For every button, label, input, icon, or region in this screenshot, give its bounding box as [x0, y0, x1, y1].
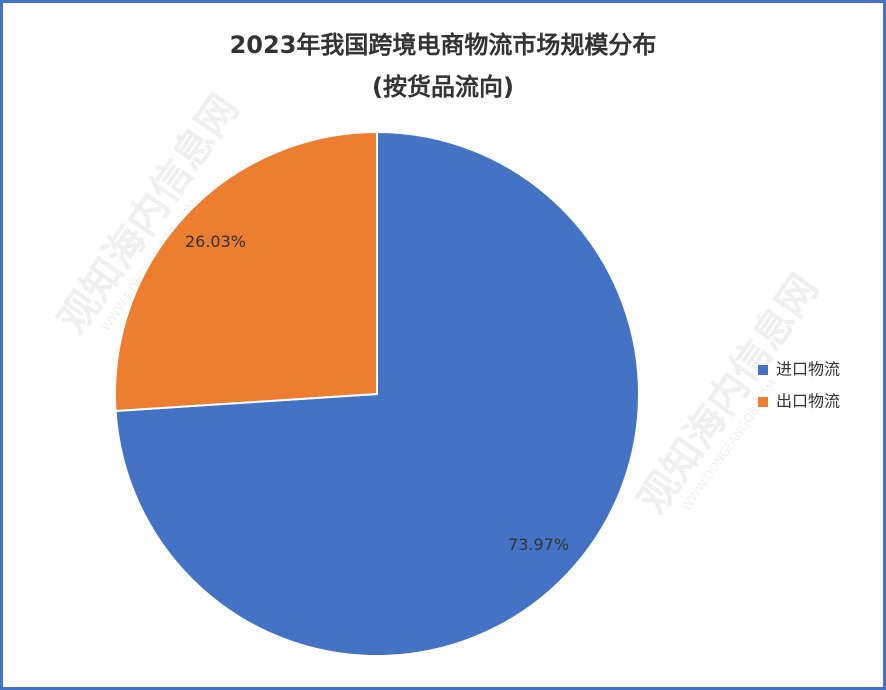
data-label: 73.97%	[508, 535, 569, 554]
legend-swatch	[758, 365, 768, 375]
legend-label: 进口物流	[776, 360, 840, 379]
data-label: 26.03%	[185, 232, 246, 251]
legend-swatch	[758, 397, 768, 407]
chart-subtitle: (按货品流向)	[372, 73, 514, 101]
pie-slice	[114, 130, 378, 413]
legend-label: 出口物流	[776, 392, 840, 411]
chart-title: 2023年我国跨境电商物流市场规模分布	[230, 31, 657, 59]
